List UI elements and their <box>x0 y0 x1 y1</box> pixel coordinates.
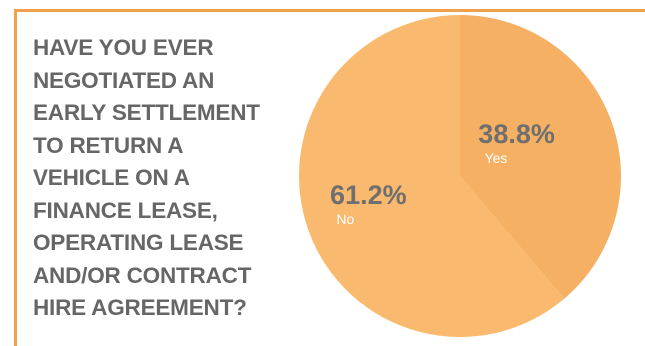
data-label-no-name: No <box>336 211 354 227</box>
data-label-yes-percent: 38.8% <box>478 119 555 149</box>
frame-left-border <box>14 9 17 346</box>
question-line: HIRE AGREEMENT? <box>33 295 247 320</box>
survey-question: HAVE YOU EVER NEGOTIATED AN EARLY SETTLE… <box>33 32 303 325</box>
question-line: FINANCE LEASE, <box>33 197 218 223</box>
question-line: OPERATING LEASE <box>33 230 244 255</box>
pie-chart: 38.8%Yes 61.2%No <box>298 15 621 337</box>
question-line: VEHICLE ON A <box>33 165 190 190</box>
pie-slices <box>298 15 621 337</box>
question-line: TO RETURN A <box>33 132 184 158</box>
question-line: EARLY SETTLEMENT <box>33 100 260 125</box>
question-line: AND/OR CONTRACT <box>33 262 252 288</box>
pie-labels: 38.8%Yes 61.2%No <box>330 119 555 227</box>
question-line: HAVE YOU EVER <box>33 35 214 60</box>
data-label-yes-name: Yes <box>485 150 508 166</box>
pie-slice-no <box>298 15 565 337</box>
data-label-no-percent: 61.2% <box>330 180 407 210</box>
pie-slice-yes <box>460 15 621 299</box>
frame-top-border <box>14 9 645 12</box>
question-line: NEGOTIATED AN <box>33 67 215 93</box>
